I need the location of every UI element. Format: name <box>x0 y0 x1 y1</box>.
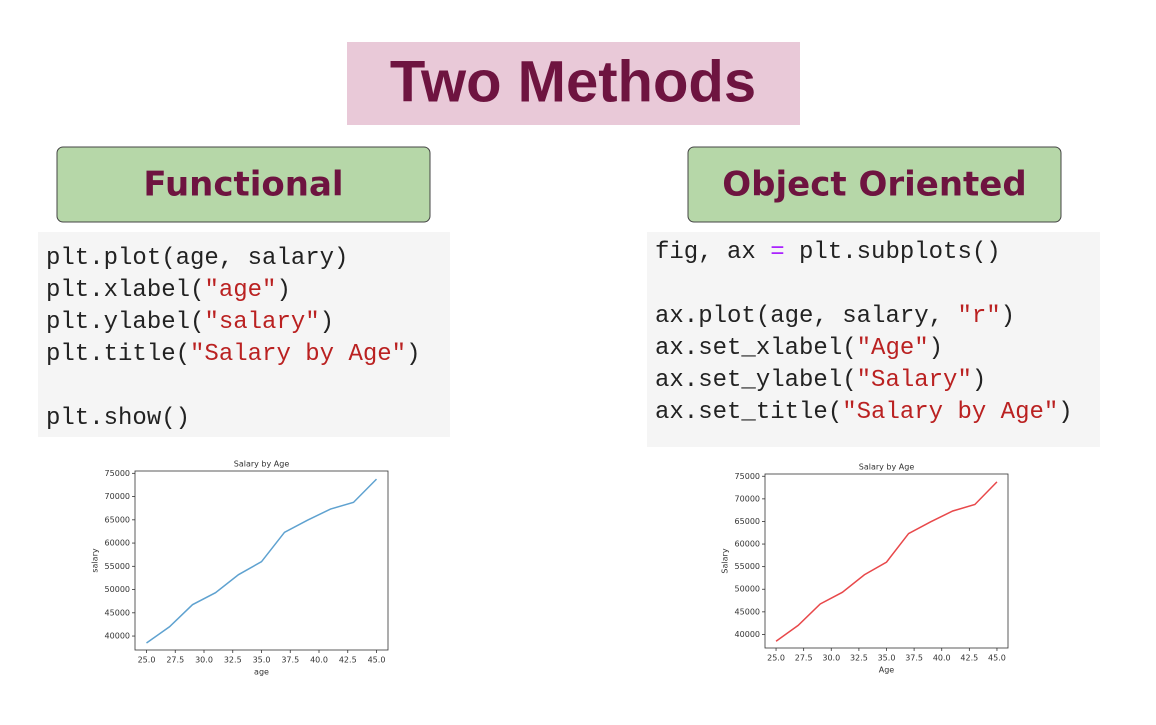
code-token: ) <box>406 341 420 368</box>
code-token: plt.xlabel( <box>46 277 204 304</box>
code-token: ax.set_xlabel( <box>655 335 857 362</box>
x-tick-label: 45.0 <box>368 656 386 665</box>
x-tick-label: 37.5 <box>905 654 923 663</box>
code-token: "salary" <box>204 309 319 336</box>
x-tick-label: 30.0 <box>195 656 213 665</box>
y-tick-label: 70000 <box>735 494 760 503</box>
code-line: ax.set_ylabel("Salary") <box>655 367 986 394</box>
y-tick-label: 45000 <box>105 608 130 617</box>
code-line: plt.xlabel("age") <box>46 277 291 304</box>
code-line: ax.set_xlabel("Age") <box>655 335 943 362</box>
y-tick-label: 50000 <box>105 585 130 594</box>
code-token: ax.set_title( <box>655 399 842 426</box>
method-heading-box <box>687 146 1062 223</box>
code-token: plt.show() <box>46 405 190 432</box>
x-tick-label: 37.5 <box>281 656 299 665</box>
code-line: plt.ylabel("salary") <box>46 309 334 336</box>
x-tick-label: 35.0 <box>878 654 896 663</box>
x-tick-label: 27.5 <box>795 654 813 663</box>
code-token: ax.set_ylabel( <box>655 367 857 394</box>
y-tick-label: 40000 <box>105 632 130 641</box>
y-tick-label: 70000 <box>105 492 130 501</box>
slide-title: Two Methods <box>390 49 756 114</box>
code-line: ax.set_title("Salary by Age") <box>655 399 1073 426</box>
chart-title: Salary by Age <box>859 463 915 472</box>
code-line: plt.title("Salary by Age") <box>46 341 420 368</box>
y-tick-label: 65000 <box>105 515 130 524</box>
code-token: plt.plot(age, salary) <box>46 245 348 272</box>
code-token: ) <box>1058 399 1072 426</box>
code-token: = <box>770 239 784 266</box>
x-tick-label: 42.5 <box>339 656 357 665</box>
x-tick-label: 27.5 <box>166 656 184 665</box>
y-axis-label: salary <box>91 548 100 572</box>
x-tick-label: 40.0 <box>310 656 328 665</box>
code-line: fig, ax = plt.subplots() <box>655 239 1001 266</box>
code-token: ) <box>929 335 943 362</box>
y-tick-label: 40000 <box>735 630 760 639</box>
code-block <box>647 232 1100 447</box>
data-line <box>146 478 378 644</box>
code-token: "Age" <box>857 335 929 362</box>
code-token: plt.subplots() <box>785 239 1001 266</box>
y-tick-label: 60000 <box>105 539 130 548</box>
y-tick-label: 50000 <box>735 585 760 594</box>
x-tick-label: 40.0 <box>933 654 951 663</box>
code-token: "age" <box>204 277 276 304</box>
title-box <box>347 42 800 125</box>
x-tick-label: 25.0 <box>138 656 156 665</box>
code-token: "Salary" <box>857 367 972 394</box>
x-tick-label: 45.0 <box>988 654 1006 663</box>
code-block <box>38 232 450 437</box>
y-tick-label: 45000 <box>735 607 760 616</box>
x-tick-label: 32.5 <box>850 654 868 663</box>
code-token: ) <box>320 309 334 336</box>
code-line: plt.show() <box>46 405 190 432</box>
y-tick-label: 55000 <box>105 562 130 571</box>
data-line <box>775 481 998 642</box>
x-tick-label: 42.5 <box>960 654 978 663</box>
x-tick-label: 35.0 <box>253 656 271 665</box>
code-token: plt.title( <box>46 341 190 368</box>
code-token: "Salary by Age" <box>842 399 1058 426</box>
code-token: ) <box>1001 303 1015 330</box>
code-token: fig, ax <box>655 239 770 266</box>
code-token: "r" <box>957 303 1000 330</box>
y-tick-label: 55000 <box>735 562 760 571</box>
y-axis-label: Salary <box>721 548 730 573</box>
y-tick-label: 65000 <box>735 517 760 526</box>
code-token: ax.plot(age, salary, <box>655 303 957 330</box>
x-axis-label: Age <box>879 666 895 675</box>
code-token: plt.ylabel( <box>46 309 204 336</box>
y-tick-label: 60000 <box>735 540 760 549</box>
x-axis-label: age <box>254 668 269 677</box>
code-token: "Salary by Age" <box>190 341 406 368</box>
method-heading-box <box>56 146 431 223</box>
method-heading: Functional <box>143 165 343 205</box>
method-heading: Object Oriented <box>722 165 1026 205</box>
chart-title: Salary by Age <box>234 460 290 469</box>
x-tick-label: 25.0 <box>767 654 785 663</box>
code-line: ax.plot(age, salary, "r") <box>655 303 1015 330</box>
code-token: ) <box>972 367 986 394</box>
code-line: plt.plot(age, salary) <box>46 245 348 272</box>
x-tick-label: 32.5 <box>224 656 242 665</box>
x-tick-label: 30.0 <box>822 654 840 663</box>
y-tick-label: 75000 <box>105 469 130 478</box>
code-token: ) <box>276 277 290 304</box>
y-tick-label: 75000 <box>735 472 760 481</box>
